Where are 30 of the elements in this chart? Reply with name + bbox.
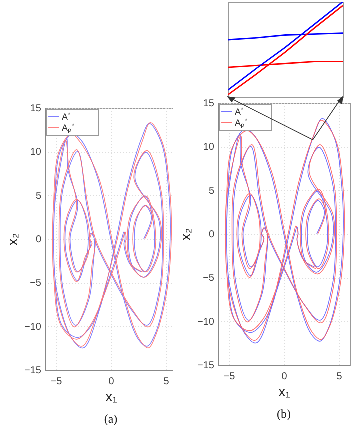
x-tick-label: 5 bbox=[164, 376, 170, 388]
y-tick-label: −5 bbox=[30, 278, 42, 290]
y-axis-title: x₂ bbox=[178, 228, 194, 241]
y-tick-label: −15 bbox=[24, 366, 42, 376]
text: (b) bbox=[277, 407, 291, 421]
legend-label: Aₚ$^{*}$ bbox=[62, 122, 76, 134]
y-tick-label: −10 bbox=[198, 316, 215, 328]
y-tick-label: 10 bbox=[30, 147, 42, 158]
y-tick-label: 0 bbox=[36, 234, 42, 246]
y-tick-label: −5 bbox=[203, 273, 215, 284]
x-tick-label: −5 bbox=[224, 372, 236, 382]
y-tick-label: 5 bbox=[36, 190, 42, 202]
y-tick-label: −10 bbox=[24, 322, 42, 333]
legend-label: A$^{*}$ bbox=[235, 106, 244, 117]
x-axis-title: x₁ bbox=[106, 388, 118, 404]
legend-label: Aₚ$^{*}$ bbox=[235, 118, 248, 129]
x-tick-label: 0 bbox=[108, 376, 115, 388]
y-tick-label: 15 bbox=[203, 98, 215, 110]
y-tick-label: −15 bbox=[198, 360, 215, 372]
y-tick-label: 15 bbox=[30, 104, 42, 114]
x-tick-label: 0 bbox=[282, 372, 288, 382]
y-tick-label: 5 bbox=[208, 186, 215, 197]
y-tick-label: 0 bbox=[208, 230, 215, 240]
x-axis-title: x₁ bbox=[278, 384, 291, 400]
x-tick-label: −5 bbox=[50, 376, 63, 388]
legend-label: A$^{*}$ bbox=[62, 112, 72, 122]
text: (a) bbox=[104, 412, 118, 426]
x-tick-label: 5 bbox=[336, 372, 343, 382]
y-axis-title: x₂ bbox=[4, 233, 21, 246]
y-tick-label: 10 bbox=[203, 142, 215, 154]
